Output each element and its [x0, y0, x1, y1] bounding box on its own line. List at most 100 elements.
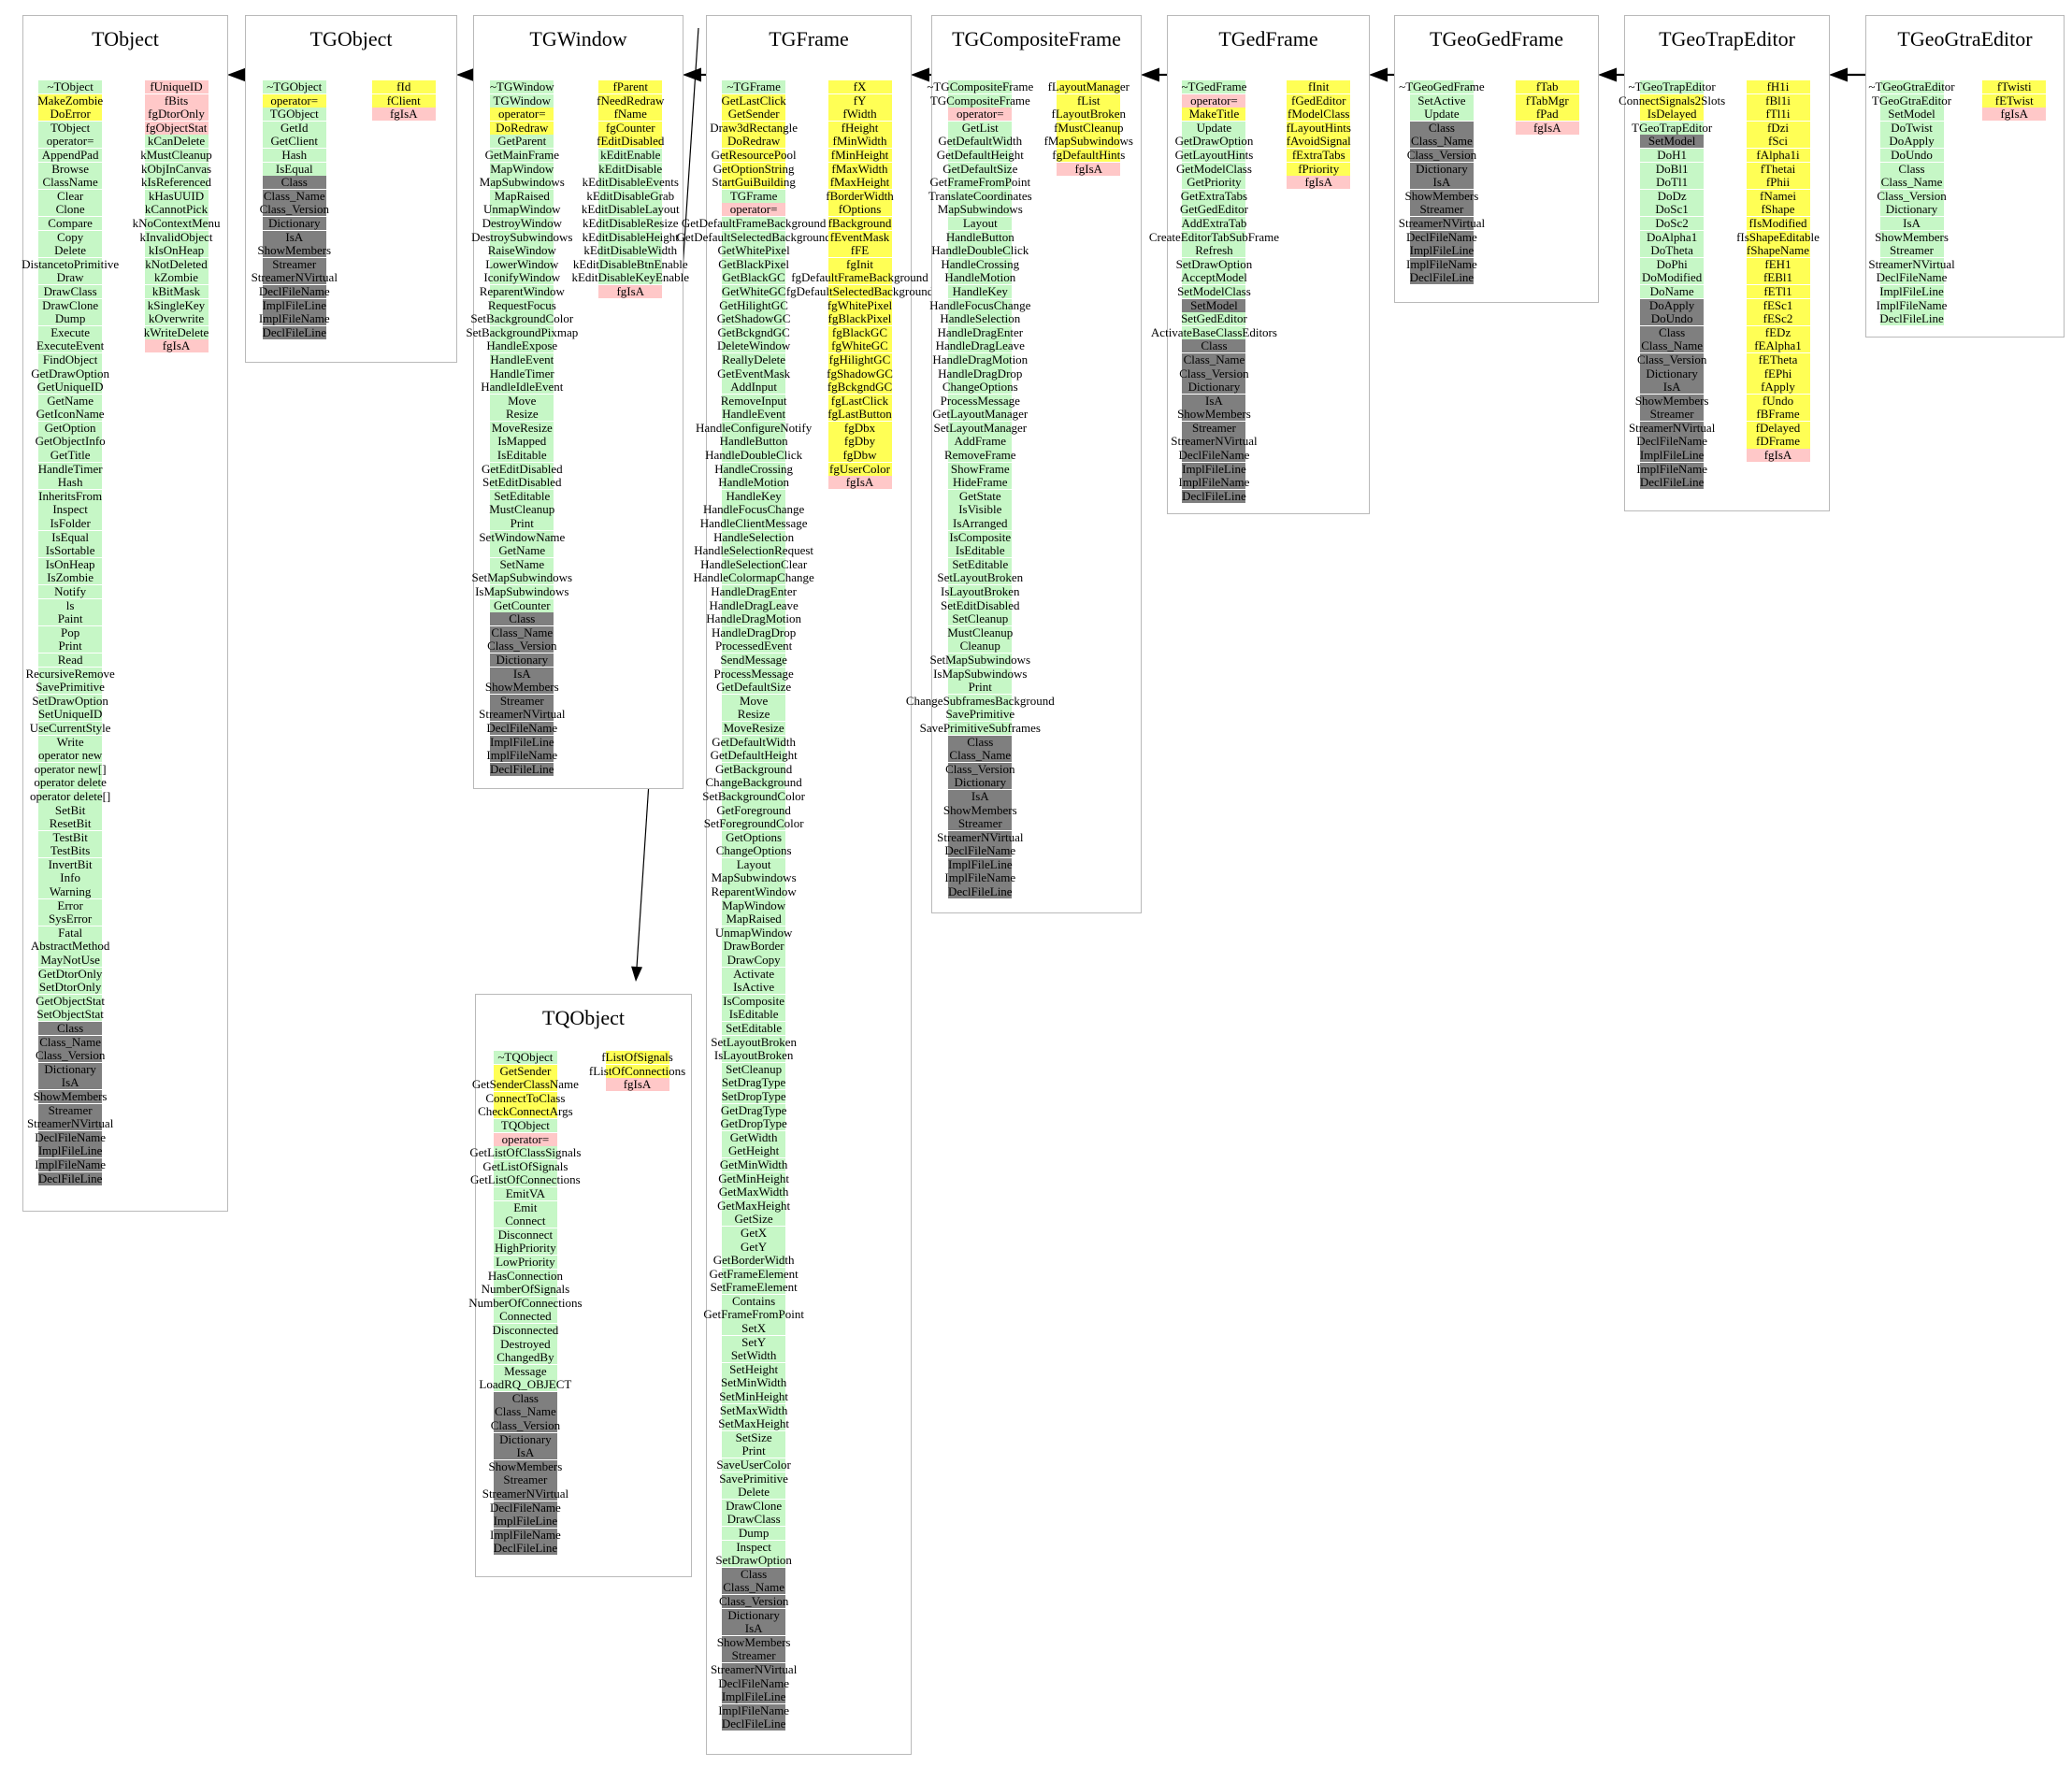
method-item[interactable]: TranslateCoordinates — [928, 189, 1032, 204]
method-item[interactable]: StreamerNVirtual — [482, 1487, 568, 1501]
method-item[interactable]: operator= — [490, 108, 554, 122]
method-item[interactable]: GetWhiteGC — [722, 284, 785, 299]
method-item[interactable]: GetName — [38, 394, 103, 409]
method-item[interactable]: GetSenderClassName — [472, 1078, 579, 1092]
method-item[interactable]: ChangeSubframesBackground — [906, 694, 1055, 709]
member-item[interactable]: kInvalidObject — [140, 230, 213, 245]
method-item[interactable]: Layout — [948, 216, 1013, 231]
method-item[interactable]: HandleSelectionClear — [700, 557, 807, 572]
method-item[interactable]: GetWhitePixel — [718, 244, 790, 258]
method-item[interactable]: Dictionary — [493, 1432, 557, 1447]
method-item[interactable]: DeclFileName — [1877, 271, 1947, 285]
member-item[interactable]: fTwisti — [1982, 80, 2047, 94]
method-item[interactable]: HandleMotion — [718, 476, 789, 490]
member-item[interactable]: fThetai — [1746, 162, 1810, 177]
method-item[interactable]: GetModelClass — [1176, 162, 1252, 177]
method-item[interactable]: SaveUserColor — [716, 1458, 791, 1472]
method-item[interactable]: HandleEvent — [490, 352, 554, 367]
method-item[interactable]: DeclFileName — [486, 721, 557, 736]
method-item[interactable]: Streamer — [1640, 408, 1705, 422]
method-item[interactable]: Class_Name — [1409, 135, 1474, 149]
method-item[interactable]: MayNotUse — [38, 954, 103, 968]
member-item[interactable]: fEBl1 — [1746, 271, 1810, 285]
method-item[interactable]: GetFrameElement — [709, 1267, 799, 1282]
method-item[interactable]: EmitVA — [493, 1186, 557, 1201]
method-item[interactable]: GetWidth — [722, 1130, 786, 1145]
method-item[interactable]: Contains — [722, 1294, 786, 1309]
member-item[interactable]: fApply — [1746, 381, 1810, 395]
method-item[interactable]: ShowMembers — [1177, 408, 1251, 422]
method-item[interactable]: GetExtraTabs — [1181, 189, 1247, 204]
member-item[interactable]: fgIsA — [1746, 449, 1810, 463]
method-item[interactable]: Dictionary — [490, 653, 554, 668]
method-item[interactable]: GetDefaultHeight — [711, 749, 798, 763]
method-item[interactable]: SetCleanup — [722, 1062, 786, 1077]
method-item[interactable]: AcceptModel — [1181, 271, 1247, 285]
member-item[interactable]: fParent — [598, 80, 663, 94]
method-item[interactable]: Message — [493, 1364, 557, 1379]
member-item[interactable]: fEH1 — [1746, 257, 1810, 272]
method-item[interactable]: Class — [948, 735, 1013, 750]
member-item[interactable]: fShapeName — [1746, 244, 1810, 258]
method-item[interactable]: NumberOfConnections — [468, 1296, 583, 1311]
method-item[interactable]: Class_Name — [722, 1581, 786, 1595]
method-item[interactable]: UnmapWindow — [483, 203, 561, 217]
method-item[interactable]: MustCleanup — [947, 625, 1013, 640]
method-item[interactable]: HandleDragLeave — [709, 598, 799, 613]
method-item[interactable]: GetClient — [262, 135, 326, 149]
method-item[interactable]: DrawClone — [722, 1499, 786, 1514]
method-item[interactable]: IsComposite — [722, 994, 786, 1009]
method-item[interactable]: Class_Version — [719, 1594, 788, 1609]
member-item[interactable]: fgShadowGC — [827, 366, 893, 381]
method-item[interactable]: ProcessMessage — [714, 667, 794, 682]
method-item[interactable]: RemoveInput — [721, 394, 787, 409]
method-item[interactable]: Destroyed — [493, 1337, 557, 1351]
method-item[interactable]: GetList — [948, 121, 1013, 136]
member-item[interactable]: fgIsA — [144, 339, 209, 353]
method-item[interactable]: HandleColormapChange — [694, 571, 814, 585]
method-item[interactable]: DeclFileLine — [1410, 271, 1474, 285]
method-item[interactable]: ~TGFrame — [722, 80, 786, 94]
member-item[interactable]: fY — [827, 93, 892, 108]
method-item[interactable]: ImplFileLine — [1640, 449, 1704, 463]
member-item[interactable]: fLayoutBroken — [1052, 108, 1126, 122]
method-item[interactable]: Streamer — [262, 257, 326, 272]
method-item[interactable]: ImplFileLine — [490, 735, 554, 750]
method-item[interactable]: Compare — [38, 216, 103, 231]
method-item[interactable]: ImplFileName — [1179, 476, 1249, 490]
method-item[interactable]: Streamer — [1182, 421, 1246, 436]
method-item[interactable]: SetCleanup — [948, 612, 1013, 626]
method-item[interactable]: IsMapSubwindows — [475, 585, 568, 599]
method-item[interactable]: ImplFileLine — [1182, 462, 1246, 477]
member-item[interactable]: fMaxHeight — [827, 176, 892, 190]
method-item[interactable]: Dictionary — [722, 1608, 786, 1623]
method-item[interactable]: DrawBorder — [722, 940, 786, 954]
method-item[interactable]: operator new — [38, 749, 102, 763]
method-item[interactable]: SetBit — [38, 803, 103, 817]
method-item[interactable]: ShowMembers — [489, 1459, 562, 1474]
method-item[interactable]: Streamer — [1409, 203, 1474, 217]
method-item[interactable]: ShowMembers — [1635, 394, 1708, 409]
method-item[interactable]: ShowMembers — [1405, 189, 1478, 204]
member-item[interactable]: fgInit — [827, 257, 892, 272]
method-item[interactable]: DeleteWindow — [717, 339, 790, 353]
method-item[interactable]: GetLayoutHints — [1175, 149, 1253, 163]
member-item[interactable]: fgDtorOnly — [144, 108, 209, 122]
method-item[interactable]: SetDrawOption — [32, 694, 108, 709]
method-item[interactable]: SetFrameElement — [711, 1281, 798, 1295]
member-item[interactable]: fgBlackPixel — [827, 312, 892, 326]
method-item[interactable]: Activate — [722, 967, 786, 982]
method-item[interactable]: ~TGeoGtraEditor — [1868, 80, 1955, 94]
method-item[interactable]: IsArranged — [948, 517, 1013, 531]
member-item[interactable]: kNotDeleted — [144, 257, 209, 272]
member-item[interactable]: fList — [1057, 93, 1121, 108]
member-item[interactable]: kCannotPick — [144, 203, 209, 217]
method-item[interactable]: GetOptionString — [713, 162, 794, 177]
method-item[interactable]: Notify — [38, 585, 103, 599]
method-item[interactable]: TGWindow — [490, 93, 554, 108]
method-item[interactable]: ExecuteEvent — [36, 339, 104, 353]
method-item[interactable]: Print — [948, 681, 1013, 695]
method-item[interactable]: GetBorderWidth — [713, 1254, 795, 1268]
method-item[interactable]: GetFrameFromPoint — [703, 1308, 804, 1322]
method-item[interactable]: IsLayoutBroken — [714, 1049, 793, 1063]
